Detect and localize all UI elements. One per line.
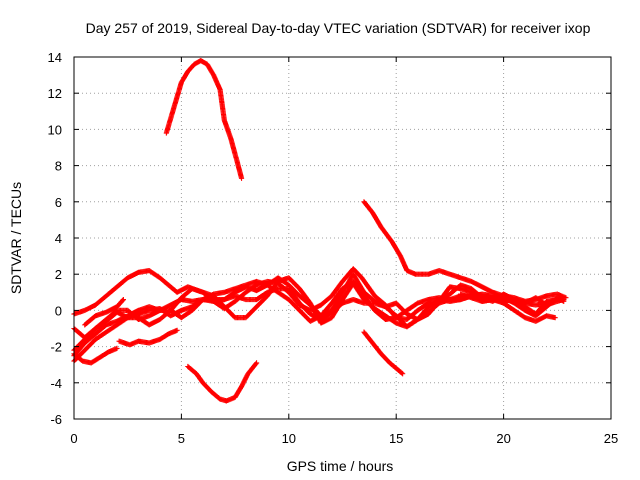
- y-tick-label: 6: [55, 195, 62, 210]
- grid-lines: [74, 57, 611, 419]
- data-point: [399, 370, 405, 376]
- chart-title: Day 257 of 2019, Sidereal Day-to-day VTE…: [86, 20, 591, 36]
- series-band-5: [71, 278, 569, 364]
- data-point: [400, 371, 406, 377]
- data-layer: [71, 58, 569, 404]
- series-arc-high: [163, 58, 245, 181]
- y-tick-label: -4: [50, 376, 62, 391]
- series-band-9: [458, 291, 558, 324]
- data-point: [174, 327, 180, 333]
- y-tick-label: 10: [48, 122, 62, 137]
- data-point: [563, 295, 569, 301]
- series-band-6: [71, 345, 120, 366]
- y-tick-label: 0: [55, 303, 62, 318]
- series-arc-low: [185, 360, 260, 404]
- series-band-8: [82, 296, 127, 328]
- x-tick-label: 0: [70, 431, 77, 446]
- data-point: [238, 175, 245, 181]
- data-point: [552, 315, 558, 321]
- y-tick-label: -6: [50, 412, 62, 427]
- x-tick-label: 5: [178, 431, 185, 446]
- data-point: [120, 297, 126, 303]
- x-tick-label: 25: [604, 431, 618, 446]
- y-tick-label: 2: [55, 267, 62, 282]
- axis-ticks: 0 5 10 15 20 25 -6 -4 -2 0 2 4 6 8 10 12 14: [48, 50, 619, 446]
- series-arc-late-drop: [361, 329, 406, 377]
- series-arc-late-descent: [361, 199, 507, 299]
- x-tick-label: 20: [496, 431, 510, 446]
- data-point: [554, 296, 560, 303]
- data-point: [120, 296, 127, 303]
- x-axis-title: GPS time / hours: [287, 458, 394, 474]
- data-point: [253, 360, 260, 366]
- y-tick-label: 8: [55, 159, 62, 174]
- y-tick-label: -2: [50, 340, 62, 355]
- y-tick-label: 4: [55, 231, 62, 246]
- data-point: [114, 345, 120, 352]
- y-tick-label: 14: [48, 50, 62, 65]
- x-tick-label: 15: [389, 431, 403, 446]
- y-tick-label: 12: [48, 86, 62, 101]
- x-tick-label: 10: [282, 431, 296, 446]
- series-band-7: [116, 327, 180, 348]
- data-point: [561, 298, 567, 304]
- y-axis-title: SDTVAR / TECUs: [8, 182, 24, 294]
- data-point: [253, 361, 259, 367]
